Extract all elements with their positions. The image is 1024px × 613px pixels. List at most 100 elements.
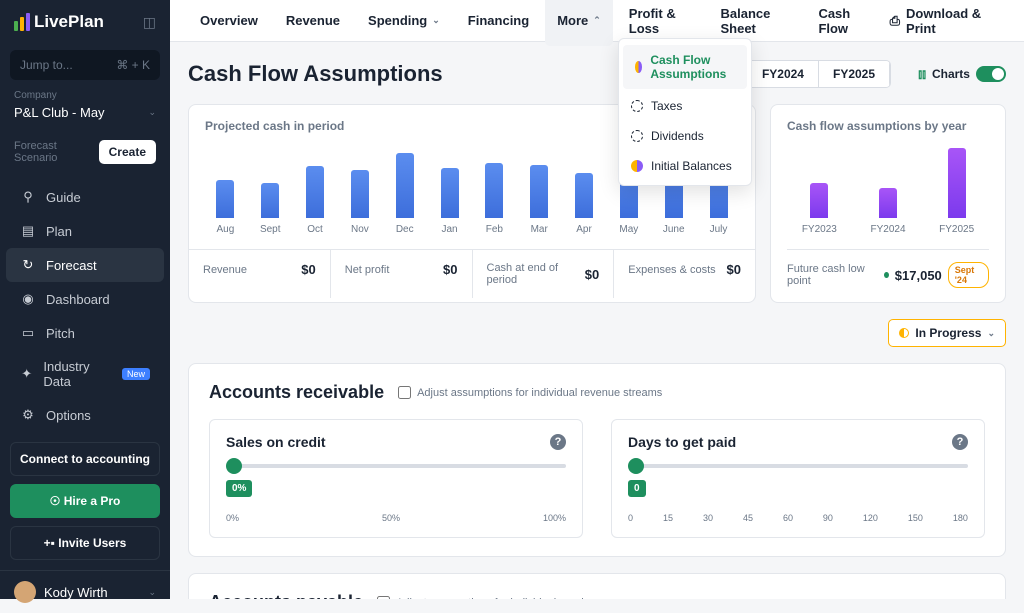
tab-revenue[interactable]: Revenue: [274, 0, 352, 46]
metric-label: Expenses & costs: [628, 264, 715, 276]
slider-track[interactable]: [226, 464, 566, 468]
future-value: $17,050 Sept '24: [884, 262, 989, 288]
slider-thumb[interactable]: [226, 458, 242, 474]
collapse-sidebar-icon[interactable]: ◫: [143, 14, 156, 31]
jump-to-input[interactable]: Jump to... ⌘ + K: [10, 50, 160, 80]
sidebar-item-forecast[interactable]: ↻Forecast: [6, 248, 164, 282]
hire-pro-button[interactable]: ☉ Hire a Pro: [10, 484, 160, 518]
logo[interactable]: LivePlan: [14, 12, 104, 32]
progress-label: In Progress: [915, 326, 981, 340]
fy-tab-fy2025[interactable]: FY2025: [819, 61, 890, 87]
metric-value: $0: [443, 262, 457, 277]
jump-placeholder: Jump to...: [20, 58, 73, 72]
bar-label: July: [710, 224, 728, 235]
bottom-buttons: Connect to accounting ☉ Hire a Pro +▪ In…: [0, 432, 170, 570]
bar: [441, 168, 459, 218]
nav-label: Dashboard: [46, 292, 110, 307]
slider-ticks: 0%50%100%: [226, 513, 566, 523]
tab-financing[interactable]: Financing: [456, 0, 541, 46]
invite-users-button[interactable]: +▪ Invite Users: [10, 526, 160, 560]
bar-label: FY2023: [802, 224, 837, 235]
logo-text: LivePlan: [34, 12, 104, 32]
progress-icon: [899, 328, 909, 338]
sidebar-item-guide[interactable]: ⚲Guide: [6, 180, 164, 214]
sidebar-item-options[interactable]: ⚙Options: [6, 398, 164, 432]
sidebar-item-industry-data[interactable]: ✦Industry DataNew: [6, 350, 164, 398]
bar-label: Jan: [441, 224, 457, 235]
metric-value: $0: [727, 262, 741, 277]
bar-label: June: [663, 224, 685, 235]
tab-overview[interactable]: Overview: [188, 0, 270, 46]
content: Cash Flow Assumptions FY2023FY2024FY2025…: [170, 42, 1024, 599]
ar-adjust-checkbox[interactable]: Adjust assumptions for individual revenu…: [398, 386, 662, 399]
nav-icon: ▤: [20, 223, 36, 239]
tab-cash-flow[interactable]: Cash Flow: [806, 0, 881, 46]
fy-tab-fy2024[interactable]: FY2024: [748, 61, 819, 87]
metrics-row: Revenue$0Net profit$0Cash at end of peri…: [189, 249, 755, 298]
user-name: Kody Wirth: [44, 585, 108, 600]
yearly-title: Cash flow assumptions by year: [787, 119, 989, 133]
slider-sales-on-credit: Sales on credit? 0% 0%50%100%: [209, 419, 583, 538]
logo-row: LivePlan ◫: [0, 0, 170, 44]
bar-label: May: [619, 224, 638, 235]
top-nav: OverviewRevenueSpending⌄FinancingMore⌃Pr…: [170, 0, 1024, 42]
user-menu[interactable]: Kody Wirth ⌄: [0, 570, 170, 613]
download-print-button[interactable]: ⎙ Download & Print: [890, 6, 1006, 36]
sidebar-item-pitch[interactable]: ▭Pitch: [6, 316, 164, 350]
status-icon: [631, 130, 643, 142]
bar: [810, 183, 828, 218]
create-scenario-button[interactable]: Create: [99, 140, 156, 164]
sidebar-item-dashboard[interactable]: ◉Dashboard: [6, 282, 164, 316]
yearly-chart: FY2023FY2024FY2025: [787, 145, 989, 235]
page-header: Cash Flow Assumptions FY2023FY2024FY2025…: [188, 60, 1006, 88]
dropdown-item-cash-flow-assumptions[interactable]: Cash Flow Assumptions: [623, 45, 747, 89]
bar: [948, 148, 966, 218]
bar: [575, 173, 593, 218]
main: OverviewRevenueSpending⌄FinancingMore⌃Pr…: [170, 0, 1024, 599]
tab-spending[interactable]: Spending⌄: [356, 0, 452, 46]
slider-thumb[interactable]: [628, 458, 644, 474]
bar-col: Jan: [433, 168, 466, 235]
page-title: Cash Flow Assumptions: [188, 61, 443, 87]
slider-value: 0: [628, 480, 646, 497]
nav-label: Options: [46, 408, 91, 423]
ar-title: Accounts receivable: [209, 382, 384, 403]
sidebar-item-plan[interactable]: ▤Plan: [6, 214, 164, 248]
bar-label: Dec: [396, 224, 414, 235]
bar: [261, 183, 279, 218]
bar-col: Dec: [388, 153, 421, 235]
bar-label: Feb: [486, 224, 503, 235]
metric-net-profit: Net profit$0: [331, 250, 473, 298]
charts-toggle[interactable]: ⫾⫾ Charts: [918, 66, 1006, 82]
dropdown-item-taxes[interactable]: Taxes: [619, 91, 751, 121]
avatar: [14, 581, 36, 603]
ar-adjust-input[interactable]: [398, 386, 411, 399]
bar-col: Oct: [299, 166, 332, 235]
future-cash-row: Future cash low point $17,050 Sept '24: [787, 249, 989, 288]
status-icon: [635, 61, 642, 73]
bar: [530, 165, 548, 218]
bar-col: FY2023: [791, 183, 848, 235]
help-icon[interactable]: ?: [550, 434, 566, 450]
accounts-receivable-card: Accounts receivable Adjust assumptions f…: [188, 363, 1006, 557]
connect-accounting-button[interactable]: Connect to accounting: [10, 442, 160, 476]
scenario-label: Forecast Scenario: [14, 140, 99, 164]
slider-track[interactable]: [628, 464, 968, 468]
tab-more[interactable]: More⌃: [545, 0, 613, 46]
bar-col: Apr: [568, 173, 601, 235]
toggle-switch[interactable]: [976, 66, 1006, 82]
metric-cash-at-end-of-period: Cash at end of period$0: [473, 250, 615, 298]
nav-label: Industry Data: [43, 359, 108, 389]
dropdown-item-initial-balances[interactable]: Initial Balances: [619, 151, 751, 181]
slider-title: Days to get paid: [628, 434, 736, 450]
scenario-row: Forecast Scenario Create: [0, 132, 170, 172]
help-icon[interactable]: ?: [952, 434, 968, 450]
metric-label: Revenue: [203, 264, 247, 276]
ar-sliders: Sales on credit? 0% 0%50%100% Days to ge…: [209, 419, 985, 538]
chart-panels: Projected cash in period AugSeptOctNovDe…: [188, 104, 1006, 303]
ar-adjust-label: Adjust assumptions for individual revenu…: [417, 387, 662, 399]
dropdown-item-dividends[interactable]: Dividends: [619, 121, 751, 151]
company-selector[interactable]: P&L Club - May ⌄: [0, 101, 170, 132]
metric-value: $0: [585, 267, 599, 282]
progress-selector[interactable]: In Progress ⌄: [888, 319, 1006, 347]
